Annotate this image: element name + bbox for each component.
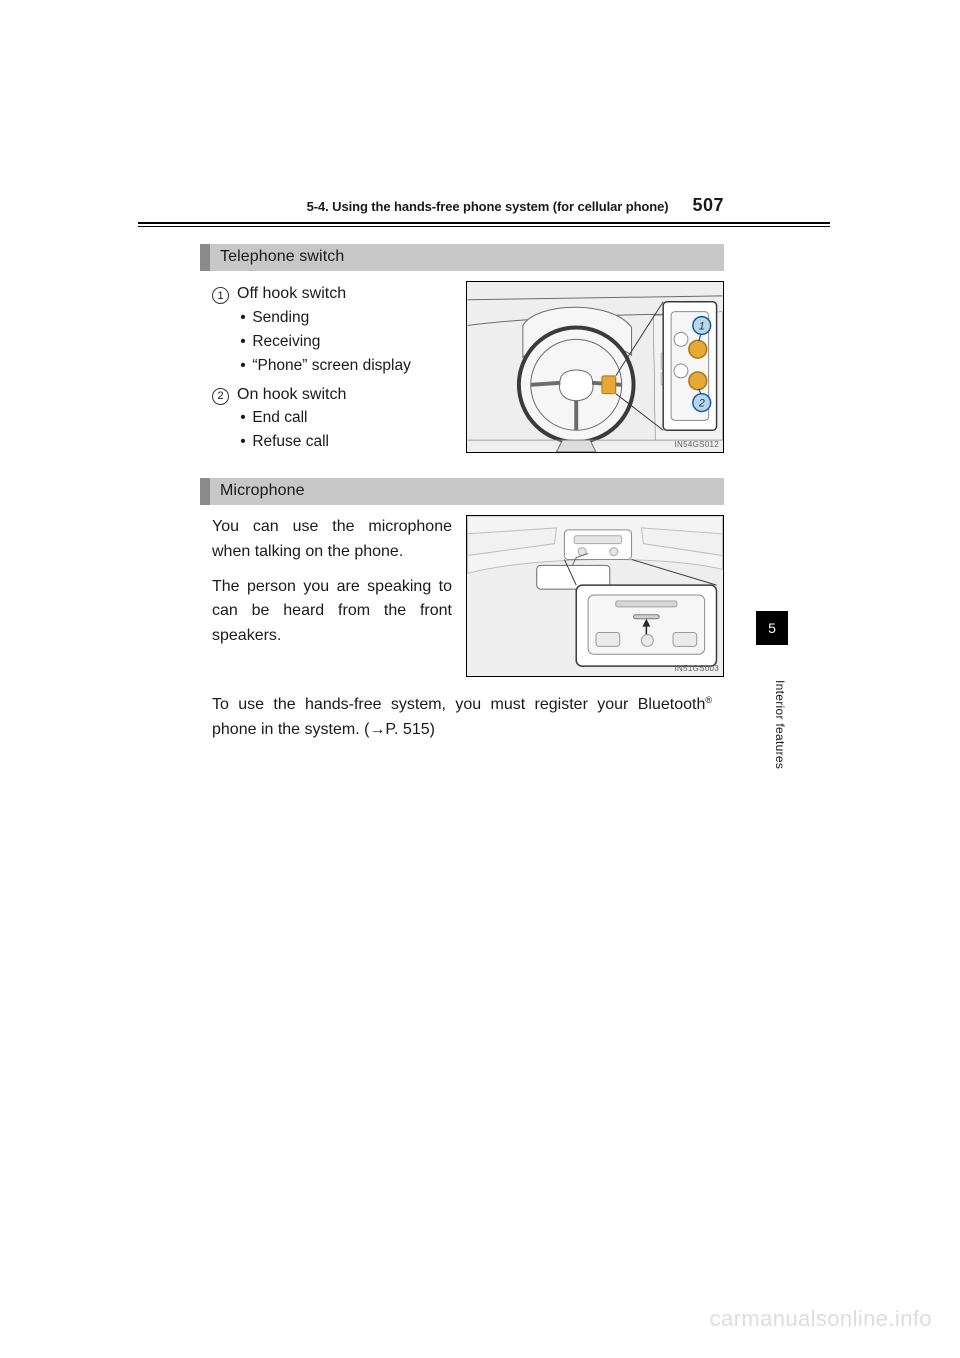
- svg-text:2: 2: [698, 398, 705, 410]
- item-label: On hook switch: [237, 386, 346, 404]
- image-code: IN54GS012: [674, 440, 719, 449]
- overhead-console-diagram: IN51GS003: [466, 515, 724, 677]
- sub-label: Refuse call: [252, 433, 329, 450]
- sub-item: • Sending: [238, 306, 452, 330]
- section-title-microphone: Microphone: [210, 478, 724, 505]
- telephone-image: 1 2 IN54GS012: [466, 281, 724, 453]
- section-bar-telephone: Telephone switch: [200, 244, 724, 271]
- mic-para-2: The person you are speaking to can be he…: [212, 575, 452, 649]
- sub-item: • Refuse call: [238, 430, 452, 454]
- sub-label: “Phone” screen display: [252, 357, 411, 374]
- item-off-hook: 1 Off hook switch: [212, 285, 452, 304]
- svg-text:1: 1: [699, 320, 705, 332]
- telephone-block: 1 Off hook switch • Sending • Receiving …: [200, 281, 724, 462]
- section-title-telephone: Telephone switch: [210, 244, 724, 271]
- section-tab: [200, 244, 210, 271]
- registered-icon: ®: [705, 695, 712, 705]
- circled-1-icon: 1: [212, 287, 229, 304]
- sub-label: Sending: [252, 309, 309, 326]
- circled-2-icon: 2: [212, 388, 229, 405]
- microphone-image: IN51GS003: [466, 515, 724, 677]
- steering-wheel-diagram: 1 2 IN54GS012: [466, 281, 724, 453]
- page-number: 507: [692, 195, 724, 216]
- watermark: carmanualsonline.info: [710, 1306, 932, 1332]
- mic-para-1: You can use the microphone when talking …: [212, 515, 452, 565]
- off-hook-sublist: • Sending • Receiving • “Phone” screen d…: [238, 306, 452, 378]
- p3-a: To use the hands-free system, you must r…: [212, 696, 705, 713]
- sub-label: Receiving: [252, 333, 320, 350]
- page-content: 5-4. Using the hands-free phone system (…: [200, 195, 724, 743]
- item-label: Off hook switch: [237, 285, 346, 303]
- section-tab: [200, 478, 210, 505]
- sub-item: • End call: [238, 406, 452, 430]
- section-bar-microphone: Microphone: [200, 478, 724, 505]
- mic-para-3: To use the hands-free system, you must r…: [212, 693, 712, 743]
- sub-label: End call: [252, 409, 307, 426]
- chapter-label: Interior features: [773, 680, 787, 769]
- item-on-hook: 2 On hook switch: [212, 386, 452, 405]
- image-code: IN51GS003: [674, 664, 719, 673]
- overhead-svg-icon: [467, 516, 723, 676]
- section-path: 5-4. Using the hands-free phone system (…: [307, 199, 669, 214]
- on-hook-sublist: • End call • Refuse call: [238, 406, 452, 454]
- steering-svg-icon: 1 2: [467, 282, 723, 452]
- microphone-block: You can use the microphone when talking …: [200, 515, 724, 677]
- arrow-icon: →: [369, 721, 385, 738]
- sub-item: • Receiving: [238, 330, 452, 354]
- telephone-text: 1 Off hook switch • Sending • Receiving …: [200, 281, 452, 462]
- microphone-text: You can use the microphone when talking …: [200, 515, 452, 659]
- chapter-number: 5: [768, 620, 776, 636]
- chapter-tab: 5: [756, 611, 788, 645]
- sub-item: • “Phone” screen display: [238, 354, 452, 378]
- p3-c: P. 515): [385, 721, 435, 738]
- p3-b: phone in the system. (: [212, 721, 369, 738]
- page-header: 5-4. Using the hands-free phone system (…: [200, 195, 724, 216]
